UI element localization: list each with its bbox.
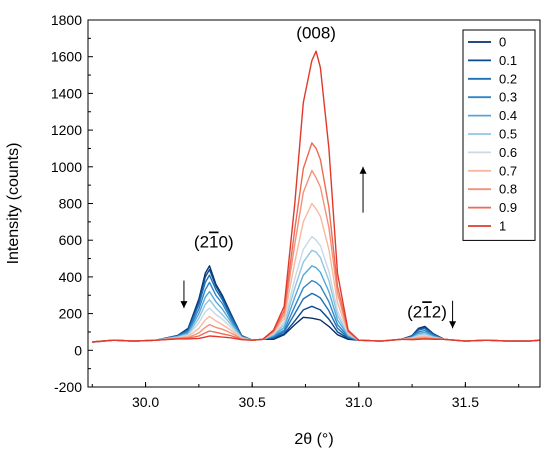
legend-label: 0.3 (499, 90, 517, 105)
legend-label: 0.1 (499, 53, 517, 68)
legend-label: 1 (499, 219, 506, 234)
x-tick-label: 31.0 (345, 394, 372, 410)
legend-label: 0.9 (499, 200, 517, 215)
legend-box (462, 29, 536, 241)
y-axis-title: Intensity (counts) (5, 143, 22, 265)
y-tick-label: 1400 (51, 85, 82, 101)
y-tick-label: 1600 (51, 49, 82, 65)
y-tick-label: 800 (59, 196, 83, 212)
y-tick-label: 1000 (51, 159, 82, 175)
peak-label: (212) (407, 302, 447, 321)
legend-label: 0 (499, 35, 506, 50)
x-tick-label: 30.5 (239, 394, 266, 410)
series-line-1 (92, 50, 540, 343)
series-line-0.2 (92, 274, 540, 343)
legend-label: 0.2 (499, 71, 517, 86)
series-line-0.3 (92, 279, 540, 343)
series-line-0.7 (92, 202, 540, 343)
series-line-0.4 (92, 265, 540, 343)
y-tick-label: 400 (59, 269, 83, 285)
y-tick-label: 200 (59, 306, 83, 322)
y-tick-label: 0 (74, 342, 82, 358)
y-tick-label: -200 (54, 379, 82, 395)
y-tick-label: 1800 (51, 12, 82, 28)
annotation-arrowhead (180, 301, 188, 309)
annotation-arrowhead (449, 321, 457, 329)
x-tick-label: 30.0 (132, 394, 159, 410)
annotation-arrowhead (359, 166, 367, 174)
y-tick-label: 600 (59, 232, 83, 248)
legend-label: 0.8 (499, 182, 517, 197)
series-line-0 (92, 265, 540, 343)
legend-label: 0.6 (499, 145, 517, 160)
legend-label: 0.5 (499, 127, 517, 142)
x-axis-title: 2θ (°) (294, 431, 333, 448)
y-tick-label: 1200 (51, 122, 82, 138)
series-line-0.1 (92, 268, 540, 343)
legend-label: 0.7 (499, 163, 517, 178)
peak-label: (210) (194, 233, 234, 252)
peak-label: (008) (296, 23, 336, 42)
legend-label: 0.4 (499, 108, 517, 123)
x-tick-label: 31.5 (452, 394, 479, 410)
